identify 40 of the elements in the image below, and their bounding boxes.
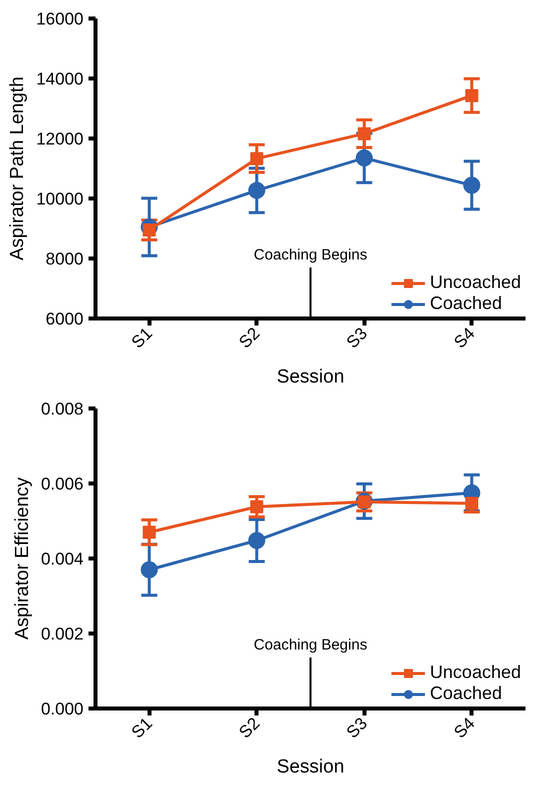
- point: [142, 526, 156, 539]
- y-tick-label: 10000: [36, 190, 84, 208]
- point: [250, 500, 264, 514]
- y-axis-title: Aspirator Path Length: [7, 76, 28, 260]
- x-axis-title: Session: [276, 366, 344, 388]
- y-tick-label: 0.004: [40, 550, 84, 568]
- y-tick-label: 0.000: [40, 700, 84, 718]
- x-tick-label: S1: [128, 714, 156, 742]
- legend-label: Uncoached: [430, 662, 521, 683]
- y-tick-label: 6000: [46, 310, 84, 328]
- legend-label: Coached: [430, 683, 502, 704]
- point: [248, 532, 266, 549]
- y-tick-label: 0.002: [40, 624, 84, 644]
- legend-label: Coached: [430, 293, 502, 314]
- point: [465, 89, 478, 102]
- y-tick-label: 8000: [46, 250, 84, 268]
- x-tick-label: S2: [235, 324, 264, 352]
- point: [463, 176, 480, 194]
- annotation: Coaching Begins: [254, 246, 368, 264]
- x-tick-label: S1: [128, 324, 156, 352]
- x-tick-label: S4: [450, 714, 478, 742]
- point: [140, 561, 158, 578]
- point: [356, 150, 373, 166]
- point: [358, 127, 371, 140]
- x-tick-label: S2: [235, 714, 264, 742]
- point: [465, 496, 478, 510]
- x-tick-label: S3: [342, 714, 371, 742]
- point: [250, 152, 264, 166]
- x-axis-title: Session: [276, 756, 344, 778]
- x-tick-label: S4: [450, 324, 478, 352]
- y-tick-label: 12000: [36, 130, 84, 148]
- point: [248, 182, 266, 199]
- y-tick-label: 16000: [36, 10, 84, 28]
- x-tick-label: S3: [342, 324, 371, 352]
- y-axis-title: Aspirator Efficiency: [12, 476, 33, 640]
- y-tick-label: 14000: [36, 70, 84, 88]
- annotation: Coaching Begins: [254, 636, 368, 654]
- y-tick-label: 0.008: [40, 400, 84, 418]
- y-tick-label: 0.006: [40, 474, 84, 494]
- legend-label: Uncoached: [430, 272, 521, 293]
